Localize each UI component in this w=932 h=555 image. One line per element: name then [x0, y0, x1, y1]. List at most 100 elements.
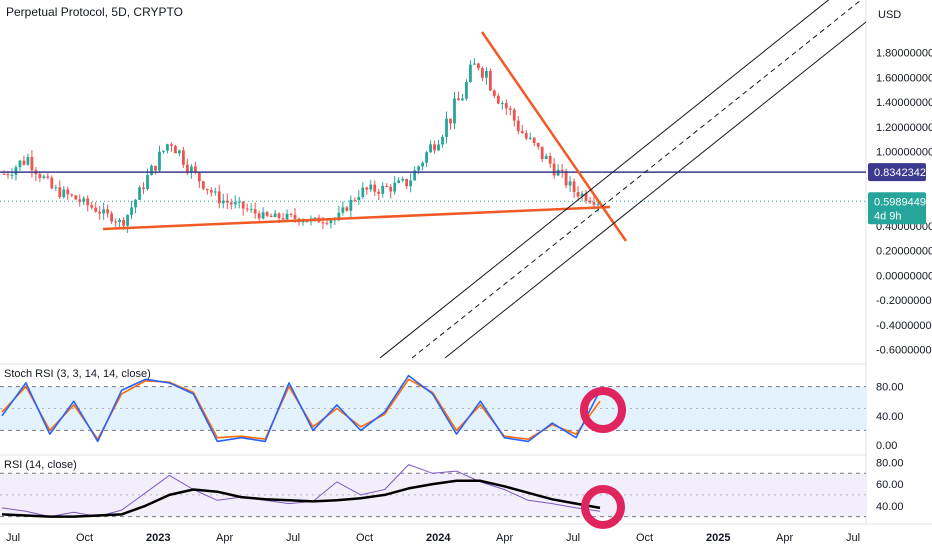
price-candle — [425, 152, 428, 163]
price-candle — [205, 188, 209, 191]
price-candle — [110, 213, 114, 222]
x-tick-label: Jul — [566, 532, 580, 544]
price-candle — [492, 90, 496, 96]
price-candle — [146, 175, 149, 189]
price-candle — [512, 109, 516, 121]
stoch-pane-title: Stoch RSI (3, 3, 14, 14, close) — [4, 368, 151, 380]
price-candle — [102, 209, 106, 214]
price-candle — [357, 196, 361, 201]
price-candle — [154, 165, 157, 171]
price-candle — [445, 118, 448, 137]
price-candle — [477, 63, 480, 69]
price-candle — [78, 199, 82, 202]
price-candle — [50, 177, 54, 189]
price-candle — [540, 146, 544, 160]
stoch-k-line — [1, 374, 601, 443]
last-price-badge — [868, 192, 926, 225]
price-candle — [14, 167, 18, 175]
price-candle — [70, 194, 74, 196]
price-candle — [22, 160, 26, 165]
x-tick-label: Jul — [846, 532, 860, 544]
price-candle — [241, 201, 245, 209]
price-candle — [253, 209, 257, 214]
price-candle — [2, 173, 6, 175]
price-candle — [469, 64, 472, 82]
price-candle — [520, 131, 524, 134]
price-tick-label: -0.20000000 — [876, 295, 932, 307]
x-tick-label: Oct — [76, 532, 93, 544]
price-candle — [413, 170, 417, 181]
price-candle — [437, 144, 440, 151]
channel-median-line — [411, 0, 862, 359]
x-tick-label: Jul — [286, 532, 300, 544]
price-candle — [285, 213, 289, 220]
price-candle — [385, 185, 389, 187]
price-candle — [453, 98, 456, 124]
price-candle — [528, 137, 532, 139]
price-candle — [325, 222, 329, 224]
price-tick-label: 1.60000000 — [876, 72, 932, 84]
price-candle — [397, 180, 401, 183]
price-candle — [421, 162, 424, 167]
price-candle — [353, 199, 357, 201]
price-candle — [66, 189, 70, 195]
stoch-highlight-circle — [580, 387, 626, 433]
price-tick-label: 1.20000000 — [876, 122, 932, 134]
price-tick-label: 0.20000000 — [876, 246, 932, 258]
price-candle — [592, 202, 596, 205]
price-candle — [429, 144, 432, 153]
x-tick-label: 2023 — [146, 532, 170, 544]
price-candle — [441, 136, 444, 145]
price-candle — [106, 209, 110, 214]
price-candle — [305, 221, 309, 223]
channel-lower-line — [379, 0, 830, 359]
price-candle — [90, 205, 94, 208]
rsi-pane-title: RSI (14, close) — [4, 459, 77, 471]
price-candle — [341, 207, 345, 213]
price-candle — [86, 198, 90, 206]
price-candle — [449, 118, 452, 124]
price-candle — [134, 199, 137, 208]
price-candle — [524, 133, 528, 139]
price-candle — [584, 193, 588, 201]
price-candle — [321, 222, 325, 224]
stoch-tick-label: 80.00 — [876, 382, 904, 394]
price-candle — [361, 187, 365, 197]
price-candle — [174, 145, 177, 154]
countdown-label: 4d 9h — [874, 210, 902, 222]
price-candle — [389, 186, 393, 192]
x-tick-label: Jul — [6, 532, 20, 544]
price-candle — [166, 144, 169, 151]
x-tick-label: Apr — [216, 532, 233, 544]
rsi-highlight-circle — [581, 485, 625, 529]
price-candle — [265, 212, 269, 216]
price-candle — [38, 174, 42, 179]
price-candle — [197, 172, 201, 182]
price-candle — [564, 170, 568, 186]
price-candle — [249, 209, 253, 211]
price-candle — [74, 195, 78, 200]
price-candle — [245, 208, 249, 210]
price-candle — [409, 180, 413, 187]
price-tick-label: -0.40000000 — [876, 320, 932, 332]
price-candle — [576, 192, 580, 197]
price-candle — [257, 213, 261, 219]
price-candle — [461, 98, 464, 101]
price-candle — [82, 198, 86, 202]
x-tick-label: Apr — [776, 532, 793, 544]
price-candle — [417, 166, 421, 171]
price-candle — [504, 103, 508, 109]
price-candle — [122, 219, 125, 226]
price-candle — [457, 98, 460, 101]
price-candle — [588, 200, 592, 203]
currency-label: USD — [878, 9, 901, 21]
price-candle — [281, 218, 285, 220]
price-candle — [516, 120, 520, 132]
price-candle — [345, 207, 349, 211]
price-candle — [10, 174, 14, 176]
price-candle — [544, 155, 548, 160]
price-candle — [433, 144, 436, 151]
rsi-tick-label: 60.00 — [876, 479, 904, 491]
price-candle — [209, 190, 213, 193]
